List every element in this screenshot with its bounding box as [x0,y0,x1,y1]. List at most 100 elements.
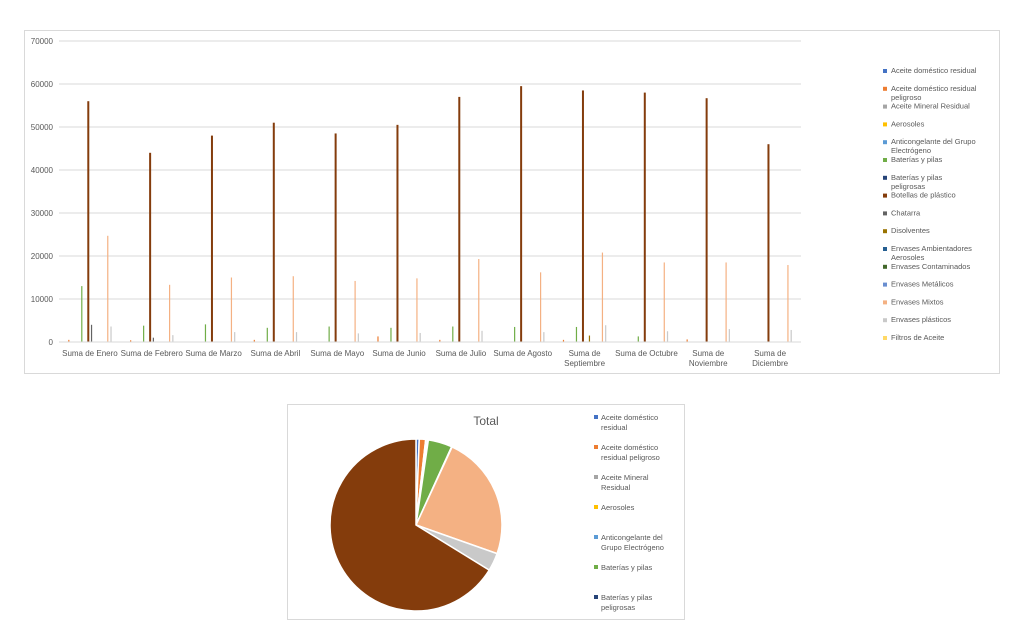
bar-envases-mixtos [787,265,789,342]
bar-botellas-de-plastico [458,96,461,343]
legend-swatch [883,318,887,323]
bar-botellas-de-plastico [520,86,523,343]
x-tick-label: Suma de Diciembre [752,349,789,368]
legend-label: Filtros de Aceite [891,333,944,342]
bar-botellas-de-plastico [581,90,584,342]
x-tick-label: Suma de Junio [372,349,426,358]
bar-aceite-domestico-residual-peligroso [439,339,441,342]
y-tick-label: 70000 [31,37,54,46]
bar-envases-plasticos [172,335,174,342]
bar-disolventes [588,335,591,342]
bar-envases-mixtos [230,277,233,342]
legend-swatch [883,229,887,234]
bar-envases-plasticos [110,326,112,342]
bar-envases-plasticos [790,329,792,342]
y-tick-label: 20000 [31,252,54,261]
bar-envases-plasticos [357,333,359,342]
bar-envases-mixtos [601,252,604,342]
legend-swatch [883,122,887,127]
bar-chatarra [90,324,93,342]
bar-aceite-domestico-residual-peligroso [562,339,565,342]
legend-label: Aerosoles [891,119,925,128]
y-tick-label: 10000 [31,295,54,304]
bar-envases-mixtos [663,262,665,342]
legend-swatch [883,86,887,91]
y-tick-label: 50000 [31,123,54,132]
bar-envases-mixtos [107,235,109,342]
legend-label: Aceite doméstico residual peligroso [891,84,977,102]
legend-label: Anticongelante del Grupo Electrógeno [601,533,664,552]
bar-aceite-domestico-residual-peligroso [377,336,379,342]
bar-envases-plasticos [295,332,298,342]
bar-chart-plot: 0 10000 20000 30000 40000 50000 60000 70000 Suma… [31,37,977,368]
legend-label: Botellas de plástico [891,191,956,200]
bar-envases-plasticos [666,331,669,342]
bar-envases-mixtos [169,284,171,342]
legend-swatch [883,300,887,305]
legend-swatch [883,140,887,145]
bar-baterias-y-pilas [390,327,392,342]
x-tick-label: Suma de Noviembre [689,349,728,368]
y-tick-label: 40000 [31,166,54,175]
x-tick-label: Suma de Enero [62,349,118,358]
bar-envases-plasticos [605,325,607,342]
bar-envases-mixtos [292,276,294,342]
bar-botellas-de-plastico [210,135,213,342]
legend-swatch [883,336,887,340]
legend-swatch [883,104,887,109]
bar-envases-mixtos [478,259,480,342]
legend-swatch [594,595,598,599]
bar-botellas-de-plastico [272,122,275,342]
pie-chart-plot: Total Aceite doméstico residual Aceite dom… [329,413,664,612]
bar-aceite-domestico-residual-peligroso [686,339,688,342]
legend-label: Envases Contaminados [891,262,970,271]
pie-chart-title: Total [473,414,498,428]
legend-label: Baterías y pilas peligrosas [891,173,943,191]
x-tick-label: Suma de Mayo [310,349,364,358]
legend-label: Aceite doméstico residual [601,413,658,432]
legend-label: Aceite Mineral Residual [601,473,649,492]
legend-swatch [883,193,887,198]
legend-swatch [594,445,598,449]
legend-swatch [594,565,598,569]
bar-envases-mixtos [725,262,727,342]
pie-chart: Total Aceite doméstico residual Aceite dom… [287,404,685,620]
bar-chart: 0 10000 20000 30000 40000 50000 60000 70000 Suma… [24,30,1000,374]
bar-baterias-y-pilas [328,326,330,342]
bar-baterias-y-pilas [637,336,639,342]
bar-envases-plasticos [481,330,483,342]
legend-swatch [594,535,598,539]
legend-swatch [594,475,598,479]
bar-envases-plasticos [728,329,730,342]
pie-slice-envases-mixtos [414,445,503,555]
legend-swatch [883,211,887,216]
legend-label: Disolventes [891,226,930,235]
bar-envases-mixtos [416,278,418,342]
y-tick-label: 60000 [31,80,54,89]
legend-label: Baterías y pilas peligrosas [601,593,653,612]
bar-envases-plasticos [543,332,545,342]
bar-baterias-y-pilas [81,286,83,342]
bar-envases-mixtos [540,272,542,342]
bar-aceite-domestico-residual-peligroso [130,340,132,342]
y-tick-label: 30000 [31,209,54,218]
pie-slice-botellas-de-plastico [329,438,491,612]
x-tick-label: Suma de Marzo [185,349,242,358]
legend-label: Aceite doméstico residual [891,66,977,75]
legend-swatch [883,175,887,180]
bar-envases-mixtos [354,280,356,342]
bar-chatarra [152,337,154,342]
bar-botellas-de-plastico [149,152,152,342]
bar-envases-plasticos [419,332,421,342]
legend-label: Baterías y pilas [891,155,943,164]
legend-swatch [883,158,887,162]
y-tick-label: 0 [49,338,54,347]
legend-swatch [594,505,598,509]
bar-baterias-y-pilas [514,326,516,342]
legend-swatch [883,264,887,269]
bar-baterias-y-pilas [452,326,454,342]
legend-label: Aerosoles [601,503,635,512]
legend-label: Envases Ambientadores Aerosoles [891,244,972,262]
bar-aceite-domestico-residual-peligroso [253,339,255,342]
x-tick-label: Suma de Abril [251,349,301,358]
